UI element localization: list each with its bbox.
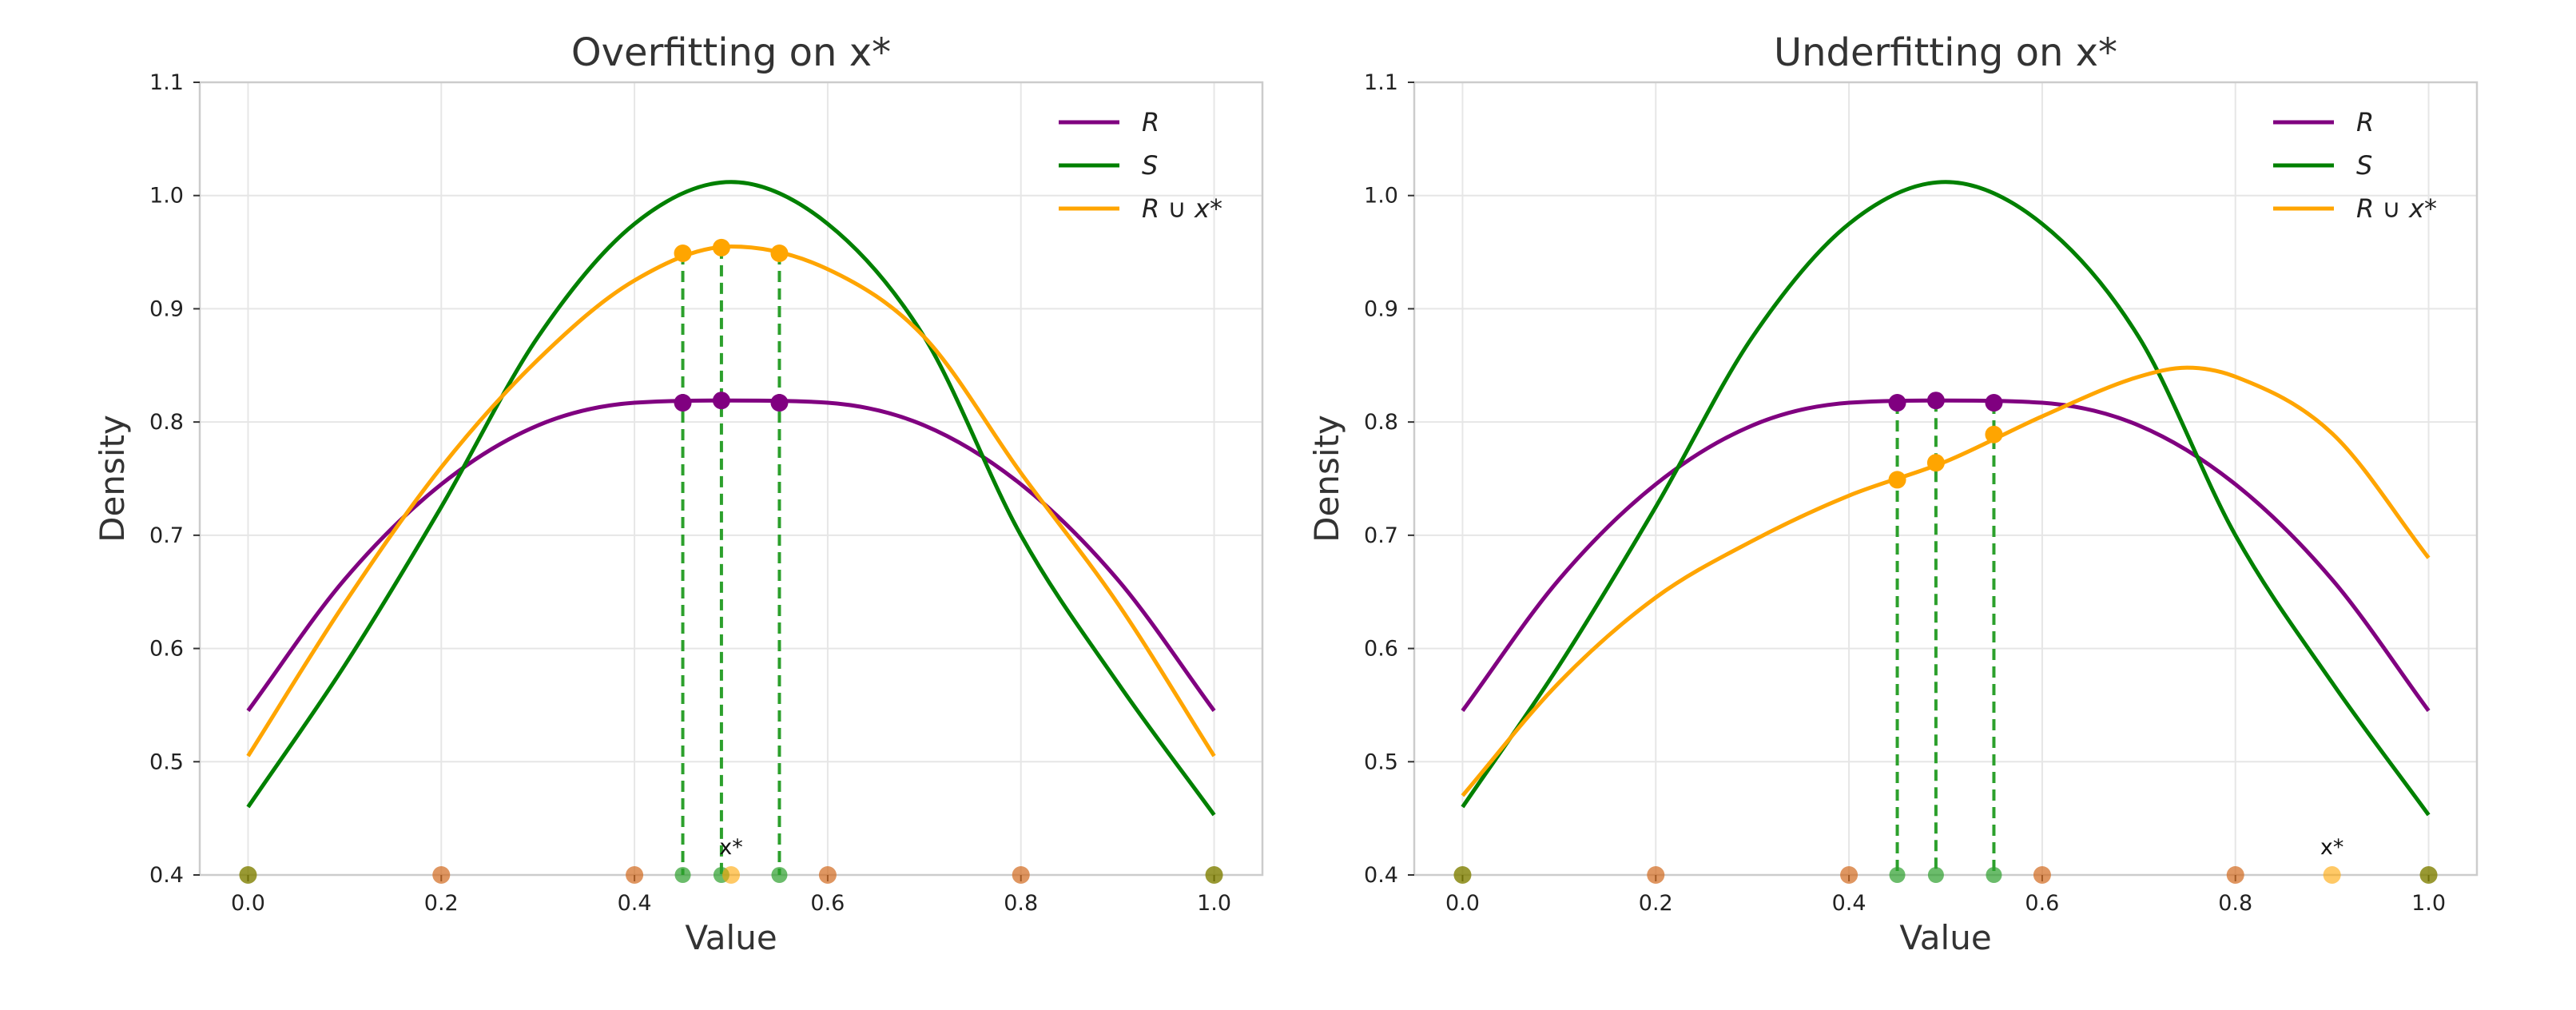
- y-tick-label: 0.9: [1364, 296, 1398, 321]
- sample-point: [2033, 866, 2051, 884]
- r-marker: [1926, 392, 1945, 410]
- x-axis-label: Value: [685, 918, 777, 957]
- x-tick-label: 0.6: [810, 891, 845, 916]
- endpoint-point: [2419, 866, 2438, 884]
- xstar-point: [2323, 866, 2341, 884]
- panel-2: 0.0 0.2 0.4 0.6 0.8 1.0 0.4 0.5 0.6 0.7 0.8 0.9 1.0 1…: [1307, 30, 2479, 957]
- x-tick-label: 0.2: [1639, 891, 1673, 916]
- y-tick-label: 0.4: [1364, 863, 1398, 888]
- ru-marker: [1985, 425, 2003, 443]
- x-tick-label: 0.8: [1004, 891, 1038, 916]
- guide-base-point: [1986, 867, 2002, 883]
- xstar-label: x*: [719, 835, 742, 860]
- sample-point: [818, 866, 837, 884]
- legend-label: R: [1142, 107, 1159, 137]
- r-marker: [770, 394, 789, 412]
- legend-label: R ∪ x*: [1142, 193, 1222, 224]
- sample-point: [1840, 866, 1858, 884]
- sample-point: [432, 866, 451, 884]
- axes-frame: [1413, 81, 2479, 877]
- y-tick-label: 0.4: [149, 863, 184, 888]
- y-tick-label: 1.1: [149, 70, 184, 95]
- r-marker: [1985, 394, 2003, 412]
- sample-point: [1647, 866, 1665, 884]
- endpoint-point: [1453, 866, 1472, 884]
- x-axis-label: Value: [1899, 918, 1991, 957]
- y-tick-label: 0.6: [149, 637, 184, 662]
- y-tick-label: 0.7: [149, 523, 184, 548]
- x-tick-label: 0.0: [1445, 891, 1480, 916]
- ru-marker: [712, 238, 730, 256]
- sample-point: [2226, 866, 2244, 884]
- guide-base-point: [771, 867, 788, 883]
- legend-label: R: [2356, 107, 2374, 137]
- x-tick-label: 0.8: [2218, 891, 2252, 916]
- x-tick-label: 0.4: [1832, 891, 1866, 916]
- legend: RS R ∪ x*: [2273, 107, 2437, 224]
- x-tick-label: 0.0: [231, 891, 265, 916]
- series-line-RU: [1461, 365, 2431, 797]
- x-tick-label: 1.0: [2411, 891, 2446, 916]
- chart-title: Overfitting on x*: [571, 30, 891, 75]
- y-tick-label: 1.0: [149, 184, 184, 209]
- y-tick-label: 1.0: [1364, 184, 1398, 209]
- series-line-RU: [246, 244, 1216, 758]
- ru-marker: [674, 244, 692, 262]
- ru-marker: [1926, 454, 1945, 472]
- y-tick-label: 0.6: [1364, 637, 1398, 662]
- x-tick-label: 0.6: [2025, 891, 2059, 916]
- guide-base-point: [674, 867, 691, 883]
- y-tick-label: 1.1: [1364, 70, 1398, 95]
- chart-title: Underfitting on x*: [1774, 30, 2117, 75]
- x-tick-label: 0.4: [618, 891, 652, 916]
- panel-1: 0.0 0.2 0.4 0.6 0.8 1.0 0.4 0.5 0.6 0.7 0.8 0.9 1.0 1…: [93, 30, 1264, 957]
- r-marker: [712, 392, 730, 410]
- axes-frame: [198, 81, 1264, 877]
- legend-label: S: [1142, 150, 1158, 181]
- guide-base-point: [1889, 867, 1906, 883]
- series-line-R: [246, 398, 1216, 712]
- y-tick-label: 0.5: [1364, 750, 1398, 774]
- x-tick-label: 0.2: [424, 891, 459, 916]
- r-marker: [1888, 394, 1906, 412]
- y-tick-label: 0.5: [149, 750, 184, 774]
- legend-label: S: [2356, 150, 2372, 181]
- legend-label: R ∪ x*: [2356, 193, 2437, 224]
- endpoint-point: [239, 866, 257, 884]
- sample-point: [1012, 866, 1030, 884]
- xstar-label: x*: [2320, 835, 2343, 860]
- ru-marker: [1888, 471, 1906, 489]
- y-tick-label: 0.7: [1364, 523, 1398, 548]
- guide-base-point: [1927, 867, 1944, 883]
- y-axis-label: Density: [1307, 415, 1346, 543]
- y-tick-label: 0.9: [149, 296, 184, 321]
- r-marker: [674, 394, 692, 412]
- series-line-R: [1461, 398, 2431, 712]
- ru-marker: [770, 244, 789, 262]
- endpoint-point: [1205, 866, 1223, 884]
- y-tick-label: 0.8: [1364, 410, 1398, 435]
- xstar-point: [722, 866, 740, 884]
- series-line-S: [1461, 180, 2431, 817]
- x-tick-label: 1.0: [1197, 891, 1231, 916]
- y-tick-label: 0.8: [149, 410, 184, 435]
- series-line-S: [246, 180, 1216, 817]
- y-axis-label: Density: [93, 415, 132, 543]
- sample-point: [626, 866, 644, 884]
- legend: RS R ∪ x*: [1059, 107, 1222, 224]
